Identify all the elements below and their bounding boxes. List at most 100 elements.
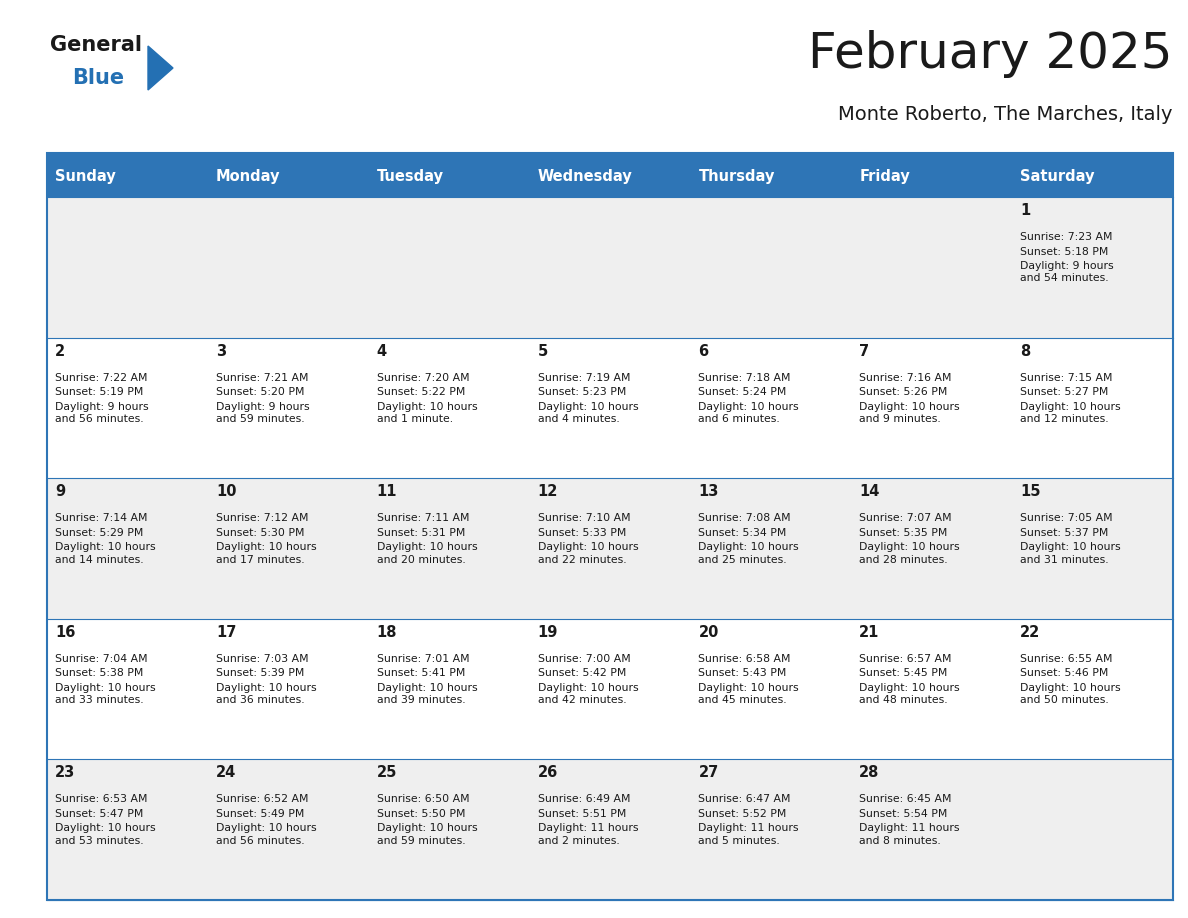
Text: Sunset: 5:45 PM: Sunset: 5:45 PM [859, 668, 948, 678]
Text: February 2025: February 2025 [809, 30, 1173, 78]
Text: Daylight: 11 hours
and 5 minutes.: Daylight: 11 hours and 5 minutes. [699, 823, 798, 845]
Text: Sunset: 5:35 PM: Sunset: 5:35 PM [859, 528, 948, 538]
Text: General: General [50, 35, 143, 55]
Text: Sunrise: 7:15 AM: Sunrise: 7:15 AM [1020, 373, 1113, 383]
Bar [48, 619, 1173, 759]
Text: Sunrise: 7:21 AM: Sunrise: 7:21 AM [216, 373, 309, 383]
Text: Daylight: 10 hours
and 36 minutes.: Daylight: 10 hours and 36 minutes. [216, 683, 316, 705]
Text: Sunset: 5:26 PM: Sunset: 5:26 PM [859, 387, 948, 397]
Text: Sunday: Sunday [55, 169, 115, 184]
Text: Sunrise: 7:19 AM: Sunrise: 7:19 AM [538, 373, 630, 383]
Text: Daylight: 10 hours
and 22 minutes.: Daylight: 10 hours and 22 minutes. [538, 543, 638, 565]
Text: Sunset: 5:37 PM: Sunset: 5:37 PM [1020, 528, 1108, 538]
Text: Daylight: 10 hours
and 28 minutes.: Daylight: 10 hours and 28 minutes. [859, 543, 960, 565]
Bar [48, 338, 1173, 478]
Text: 18: 18 [377, 625, 397, 640]
Text: Sunset: 5:29 PM: Sunset: 5:29 PM [55, 528, 144, 538]
Text: Daylight: 10 hours
and 53 minutes.: Daylight: 10 hours and 53 minutes. [55, 823, 156, 845]
Text: Sunrise: 7:03 AM: Sunrise: 7:03 AM [216, 654, 309, 664]
Text: Daylight: 10 hours
and 25 minutes.: Daylight: 10 hours and 25 minutes. [699, 543, 800, 565]
Text: Daylight: 10 hours
and 6 minutes.: Daylight: 10 hours and 6 minutes. [699, 401, 800, 424]
Text: Sunset: 5:23 PM: Sunset: 5:23 PM [538, 387, 626, 397]
Text: Daylight: 10 hours
and 39 minutes.: Daylight: 10 hours and 39 minutes. [377, 683, 478, 705]
Text: Daylight: 9 hours
and 54 minutes.: Daylight: 9 hours and 54 minutes. [1020, 261, 1114, 284]
Text: 19: 19 [538, 625, 558, 640]
Text: 5: 5 [538, 343, 548, 359]
Text: Daylight: 10 hours
and 4 minutes.: Daylight: 10 hours and 4 minutes. [538, 401, 638, 424]
Text: Sunrise: 7:05 AM: Sunrise: 7:05 AM [1020, 513, 1113, 523]
Text: 16: 16 [55, 625, 75, 640]
Text: Sunrise: 7:00 AM: Sunrise: 7:00 AM [538, 654, 631, 664]
Text: Sunrise: 7:14 AM: Sunrise: 7:14 AM [55, 513, 147, 523]
Text: Daylight: 9 hours
and 59 minutes.: Daylight: 9 hours and 59 minutes. [216, 401, 310, 424]
Text: Thursday: Thursday [699, 169, 775, 184]
Text: Sunset: 5:54 PM: Sunset: 5:54 PM [859, 809, 948, 819]
Text: Sunset: 5:38 PM: Sunset: 5:38 PM [55, 668, 144, 678]
Bar [48, 759, 1173, 900]
Text: Daylight: 11 hours
and 8 minutes.: Daylight: 11 hours and 8 minutes. [859, 823, 960, 845]
Bar [48, 197, 1173, 338]
Text: 17: 17 [216, 625, 236, 640]
Text: Daylight: 10 hours
and 31 minutes.: Daylight: 10 hours and 31 minutes. [1020, 543, 1120, 565]
Text: 12: 12 [538, 484, 558, 499]
Text: Daylight: 10 hours
and 48 minutes.: Daylight: 10 hours and 48 minutes. [859, 683, 960, 705]
Text: Daylight: 10 hours
and 33 minutes.: Daylight: 10 hours and 33 minutes. [55, 683, 156, 705]
Text: Blue: Blue [72, 68, 124, 88]
Text: Sunset: 5:52 PM: Sunset: 5:52 PM [699, 809, 786, 819]
Text: Daylight: 11 hours
and 2 minutes.: Daylight: 11 hours and 2 minutes. [538, 823, 638, 845]
Text: Daylight: 10 hours
and 12 minutes.: Daylight: 10 hours and 12 minutes. [1020, 401, 1120, 424]
Text: Daylight: 10 hours
and 42 minutes.: Daylight: 10 hours and 42 minutes. [538, 683, 638, 705]
Text: 13: 13 [699, 484, 719, 499]
Text: Sunrise: 6:49 AM: Sunrise: 6:49 AM [538, 794, 630, 804]
Text: Sunset: 5:50 PM: Sunset: 5:50 PM [377, 809, 466, 819]
Text: Daylight: 10 hours
and 1 minute.: Daylight: 10 hours and 1 minute. [377, 401, 478, 424]
Text: Sunrise: 6:47 AM: Sunrise: 6:47 AM [699, 794, 791, 804]
Text: Daylight: 10 hours
and 17 minutes.: Daylight: 10 hours and 17 minutes. [216, 543, 316, 565]
Text: 24: 24 [216, 766, 236, 780]
Bar [530, 155, 690, 197]
Text: 10: 10 [216, 484, 236, 499]
Text: Monday: Monday [216, 169, 280, 184]
Text: Sunrise: 7:08 AM: Sunrise: 7:08 AM [699, 513, 791, 523]
Text: 14: 14 [859, 484, 879, 499]
Text: Sunset: 5:22 PM: Sunset: 5:22 PM [377, 387, 465, 397]
Text: Sunset: 5:41 PM: Sunset: 5:41 PM [377, 668, 465, 678]
Text: Tuesday: Tuesday [377, 169, 443, 184]
Text: Sunset: 5:49 PM: Sunset: 5:49 PM [216, 809, 304, 819]
Text: 8: 8 [1020, 343, 1030, 359]
Text: Daylight: 10 hours
and 14 minutes.: Daylight: 10 hours and 14 minutes. [55, 543, 156, 565]
Text: 2: 2 [55, 343, 65, 359]
Bar [368, 155, 530, 197]
Text: Sunrise: 7:01 AM: Sunrise: 7:01 AM [377, 654, 469, 664]
Text: 20: 20 [699, 625, 719, 640]
Bar [208, 155, 368, 197]
Text: Daylight: 10 hours
and 56 minutes.: Daylight: 10 hours and 56 minutes. [216, 823, 316, 845]
Text: Daylight: 10 hours
and 45 minutes.: Daylight: 10 hours and 45 minutes. [699, 683, 800, 705]
Text: Sunset: 5:47 PM: Sunset: 5:47 PM [55, 809, 144, 819]
Text: Sunset: 5:51 PM: Sunset: 5:51 PM [538, 809, 626, 819]
Text: Sunrise: 7:23 AM: Sunrise: 7:23 AM [1020, 232, 1113, 242]
Text: Sunset: 5:31 PM: Sunset: 5:31 PM [377, 528, 465, 538]
Text: 11: 11 [377, 484, 397, 499]
Text: Friday: Friday [859, 169, 910, 184]
Text: Sunrise: 6:52 AM: Sunrise: 6:52 AM [216, 794, 309, 804]
Text: Sunset: 5:46 PM: Sunset: 5:46 PM [1020, 668, 1108, 678]
Bar [48, 478, 1173, 619]
Text: Sunset: 5:33 PM: Sunset: 5:33 PM [538, 528, 626, 538]
Text: 15: 15 [1020, 484, 1041, 499]
Polygon shape [148, 46, 173, 90]
Text: Sunset: 5:19 PM: Sunset: 5:19 PM [55, 387, 144, 397]
Text: Daylight: 10 hours
and 50 minutes.: Daylight: 10 hours and 50 minutes. [1020, 683, 1120, 705]
Text: Daylight: 9 hours
and 56 minutes.: Daylight: 9 hours and 56 minutes. [55, 401, 148, 424]
Text: Sunrise: 6:57 AM: Sunrise: 6:57 AM [859, 654, 952, 664]
Text: Monte Roberto, The Marches, Italy: Monte Roberto, The Marches, Italy [839, 105, 1173, 124]
Text: Sunset: 5:42 PM: Sunset: 5:42 PM [538, 668, 626, 678]
Text: 23: 23 [55, 766, 75, 780]
Text: Sunrise: 7:22 AM: Sunrise: 7:22 AM [55, 373, 147, 383]
Text: Sunset: 5:20 PM: Sunset: 5:20 PM [216, 387, 304, 397]
Text: 27: 27 [699, 766, 719, 780]
Text: Sunset: 5:43 PM: Sunset: 5:43 PM [699, 668, 786, 678]
Text: 25: 25 [377, 766, 397, 780]
Text: Wednesday: Wednesday [538, 169, 632, 184]
Text: Sunrise: 7:16 AM: Sunrise: 7:16 AM [859, 373, 952, 383]
